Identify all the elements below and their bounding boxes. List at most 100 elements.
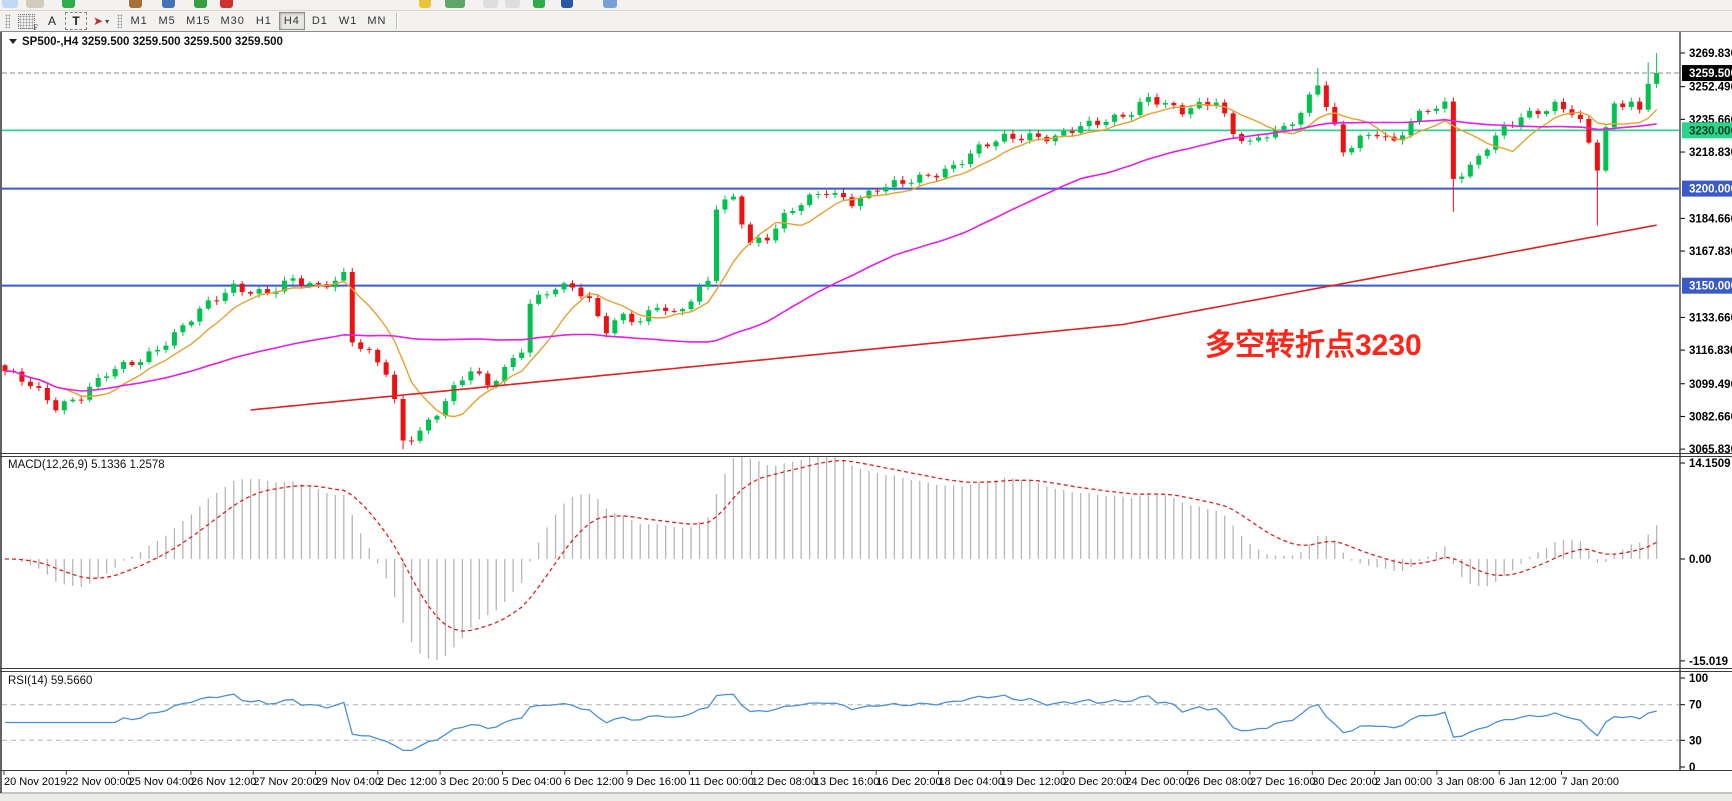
price-badge-label: 3230.000	[1689, 125, 1732, 137]
price-badge-3230.000	[1682, 122, 1732, 139]
window-tile-icon[interactable]	[483, 0, 498, 8]
time-axis-label: 9 Dec 16:00	[627, 776, 686, 788]
timeframe-button-m15[interactable]: M15	[182, 12, 214, 30]
rsi-panel-series	[2, 693, 1679, 752]
time-axis-label: 26 Dec 08:00	[1188, 776, 1253, 788]
time-axis-label: 16 Dec 20:00	[876, 776, 941, 788]
time-axis-label: 6 Jan 12:00	[1499, 776, 1557, 788]
price-axis-label: 3167.830	[1689, 246, 1732, 258]
timeframe-button-group: M1 M5 M15 M30 H1 H4 D1 W1 MN	[125, 12, 391, 30]
time-axis-label: 29 Nov 04:00	[316, 776, 381, 788]
price-badge-3259.500	[1682, 65, 1732, 82]
price-badge-3150.000	[1682, 277, 1732, 294]
rsi-line	[5, 693, 1657, 752]
rsi-axis-label: 30	[1689, 735, 1702, 747]
price-axis-label: 3099.490	[1689, 379, 1732, 391]
time-axis-label: 13 Dec 16:00	[814, 776, 879, 788]
ma-fast-orange	[4, 103, 1658, 418]
magnifier-icon[interactable]	[26, 0, 44, 8]
price-axis-label: 3218.830	[1689, 147, 1732, 159]
plus-icon[interactable]	[533, 0, 545, 8]
yellow-cursor-icon[interactable]	[419, 0, 431, 8]
frame-icon[interactable]	[603, 0, 617, 8]
time-axis-label: 3 Jan 08:00	[1437, 776, 1495, 788]
chevron-down-icon: ▾	[105, 16, 110, 26]
macd-panel-series	[5, 457, 1658, 661]
price-axis-label: 3116.830	[1689, 345, 1732, 357]
time-axis-label: 26 Nov 12:00	[191, 776, 256, 788]
toolbar-grip[interactable]	[5, 14, 10, 28]
time-axis-label: 7 Jan 20:00	[1562, 776, 1620, 788]
horizontal-level-lines[interactable]	[2, 72, 1679, 287]
time-axis-label: 2 Dec 12:00	[378, 776, 437, 788]
main-toolbar: F A T ➤ ▾ M1 M5 M15 M30 H1 H4 D1 W1 MN	[0, 0, 1732, 32]
bottom-strip	[0, 793, 1732, 801]
ma-mid-magenta	[4, 118, 1657, 392]
green-play-icon[interactable]	[194, 0, 207, 8]
toolbar-grip[interactable]	[117, 14, 123, 28]
price-badge-label: 3259.500	[1689, 68, 1732, 80]
document-icon[interactable]	[2, 0, 18, 8]
macd-axis-label: 0.00	[1689, 554, 1711, 566]
arrows-tool-icon: ➤	[93, 14, 104, 28]
toolbar-tools-row: F A T ➤ ▾ M1 M5 M15 M30 H1 H4 D1 W1 MN	[0, 11, 1732, 32]
price-axis-label: 3082.660	[1689, 411, 1732, 423]
time-axis-label: 30 Dec 20:00	[1312, 776, 1377, 788]
macd-axis-label: -15.019	[1689, 656, 1728, 668]
red-stop-icon[interactable]	[220, 0, 233, 8]
globe-icon[interactable]	[561, 0, 573, 8]
chart-title: SP500-,H4 3259.500 3259.500 3259.500 325…	[22, 36, 283, 48]
time-axis-label: 12 Dec 08:00	[752, 776, 817, 788]
grid-dots-icon: F	[18, 13, 38, 32]
rsi-indicator-label: RSI(14) 59.5660	[8, 675, 92, 687]
toolbar-icons-row-clipped	[0, 0, 1732, 11]
price-axis-label: 3065.830	[1689, 444, 1732, 456]
add-indicator-icon[interactable]	[62, 0, 75, 8]
price-axis-label: 3184.660	[1689, 213, 1732, 225]
time-axis-label: 20 Nov 2019	[4, 776, 66, 788]
symbol-dropdown-icon[interactable]	[9, 39, 17, 44]
rsi-axis-label: 0	[1689, 762, 1695, 774]
window-cascade-icon[interactable]	[505, 0, 520, 8]
time-axis-label: 3 Dec 20:00	[440, 776, 499, 788]
price-axis-label: 3252.490	[1689, 82, 1732, 94]
timeframe-button-w1[interactable]: W1	[335, 12, 362, 30]
timeframe-button-mn[interactable]: MN	[363, 12, 390, 30]
time-axis-label: 11 Dec 00:00	[689, 776, 754, 788]
time-axis-label: 27 Dec 16:00	[1250, 776, 1315, 788]
timeframe-button-m1[interactable]: M1	[126, 12, 152, 30]
text-label-tool-button[interactable]: T	[65, 12, 87, 30]
time-axis-label: 22 Nov 00:00	[66, 776, 131, 788]
time-axis-label: 6 Dec 12:00	[565, 776, 624, 788]
time-axis-label: 24 Dec 00:00	[1125, 776, 1190, 788]
time-axis-label: 5 Dec 04:00	[502, 776, 561, 788]
blue-tool-icon[interactable]	[162, 0, 175, 8]
ma-slow-red	[250, 224, 1657, 411]
chart-annotation-text[interactable]: 多空转折点3230	[1205, 329, 1422, 362]
price-axis-label: 3133.660	[1689, 312, 1732, 324]
macd-signal-line	[5, 459, 1657, 632]
grid-dots-tool-button[interactable]: F	[14, 12, 39, 32]
timeframe-button-h1[interactable]: H1	[251, 12, 277, 30]
moving-average-lines	[4, 103, 1658, 418]
macd-indicator-label: MACD(12,26,9) 5.1336 1.2578	[8, 459, 165, 471]
chart-background	[0, 31, 1732, 792]
grid-chart-icon[interactable]	[445, 0, 465, 8]
timeframe-button-m30[interactable]: M30	[216, 12, 248, 30]
price-badge-3200.000	[1682, 180, 1732, 197]
price-badge-label: 3200.000	[1689, 184, 1732, 196]
timeframe-button-d1[interactable]: D1	[307, 12, 333, 30]
time-axis-label: 19 Dec 12:00	[1001, 776, 1066, 788]
price-badge-label: 3150.000	[1689, 281, 1732, 293]
price-axis: 3269.8303252.4903235.6603218.8303184.660…	[1680, 48, 1732, 774]
timeframe-button-m5[interactable]: M5	[154, 12, 180, 30]
toolbar-separator	[395, 13, 397, 29]
brown-tool-icon[interactable]	[129, 0, 142, 8]
candles-series	[2, 53, 1660, 450]
time-axis-label: 25 Nov 04:00	[129, 776, 194, 788]
arrows-tool-button[interactable]: ➤ ▾	[89, 12, 113, 30]
timeframe-button-h4[interactable]: H4	[278, 12, 305, 30]
text-tool-button[interactable]: A	[41, 12, 63, 30]
